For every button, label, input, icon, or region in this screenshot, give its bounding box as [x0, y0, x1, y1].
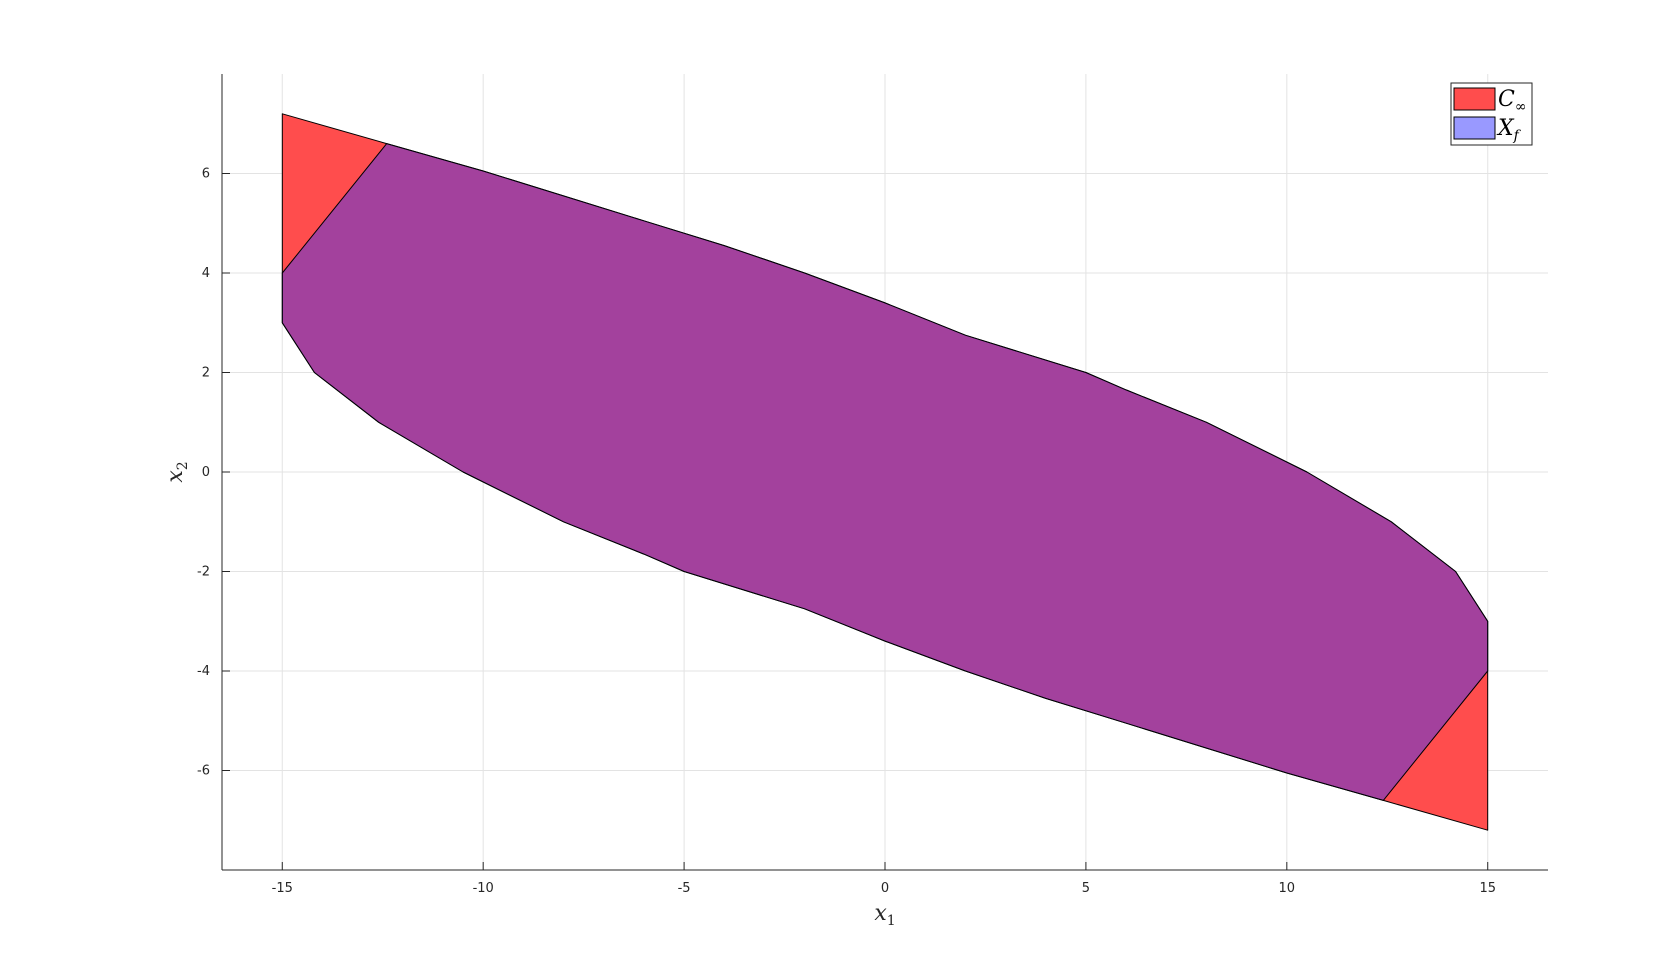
y-tick-label: 4	[202, 266, 210, 281]
x-tick-label: -15	[272, 881, 293, 896]
legend-label-c-infinity-sub: ∞	[1515, 99, 1527, 115]
x-tick-label: 15	[1479, 881, 1496, 896]
x-axis-label-base: x	[874, 901, 887, 926]
y-tick-label: 2	[202, 366, 210, 381]
x-tick-label: 10	[1279, 881, 1296, 896]
x-tick-label: 0	[881, 881, 889, 896]
x-tick-label: -5	[678, 881, 691, 896]
y-tick-label: -4	[197, 664, 210, 679]
tick-labels: -15 -10 -5 0 5 10 15 -6 -4 -2 0 2 4 6	[197, 167, 1496, 897]
y-tick-label: 6	[202, 167, 210, 182]
x-axis-label-sub: 1	[887, 913, 896, 929]
y-tick-label: 0	[202, 465, 210, 480]
y-axis-label-sub: 2	[175, 461, 191, 470]
series-layer	[281, 113, 1489, 831]
legend-label-c-infinity-base: C	[1498, 87, 1515, 112]
x-tick-label: -10	[473, 881, 494, 896]
y-tick-label: -6	[197, 764, 210, 779]
legend-label-x-f-sub: f	[1513, 128, 1522, 144]
y-axis-label: x2	[163, 461, 191, 482]
x-tick-label: 5	[1082, 881, 1090, 896]
legend-label-c-infinity: C∞	[1498, 87, 1527, 115]
legend: C∞ Xf	[1450, 82, 1533, 146]
legend-swatch-c-infinity	[1453, 87, 1496, 111]
y-axis-label-base: x	[163, 470, 188, 483]
x-axis-label: x1	[874, 901, 895, 929]
legend-label-x-f: Xf	[1496, 116, 1522, 144]
legend-swatch-x-f	[1453, 116, 1496, 140]
region-1	[281, 143, 1489, 801]
axes	[221, 74, 1548, 871]
legend-label-x-f-base: X	[1496, 116, 1515, 141]
y-tick-label: -2	[197, 565, 210, 580]
